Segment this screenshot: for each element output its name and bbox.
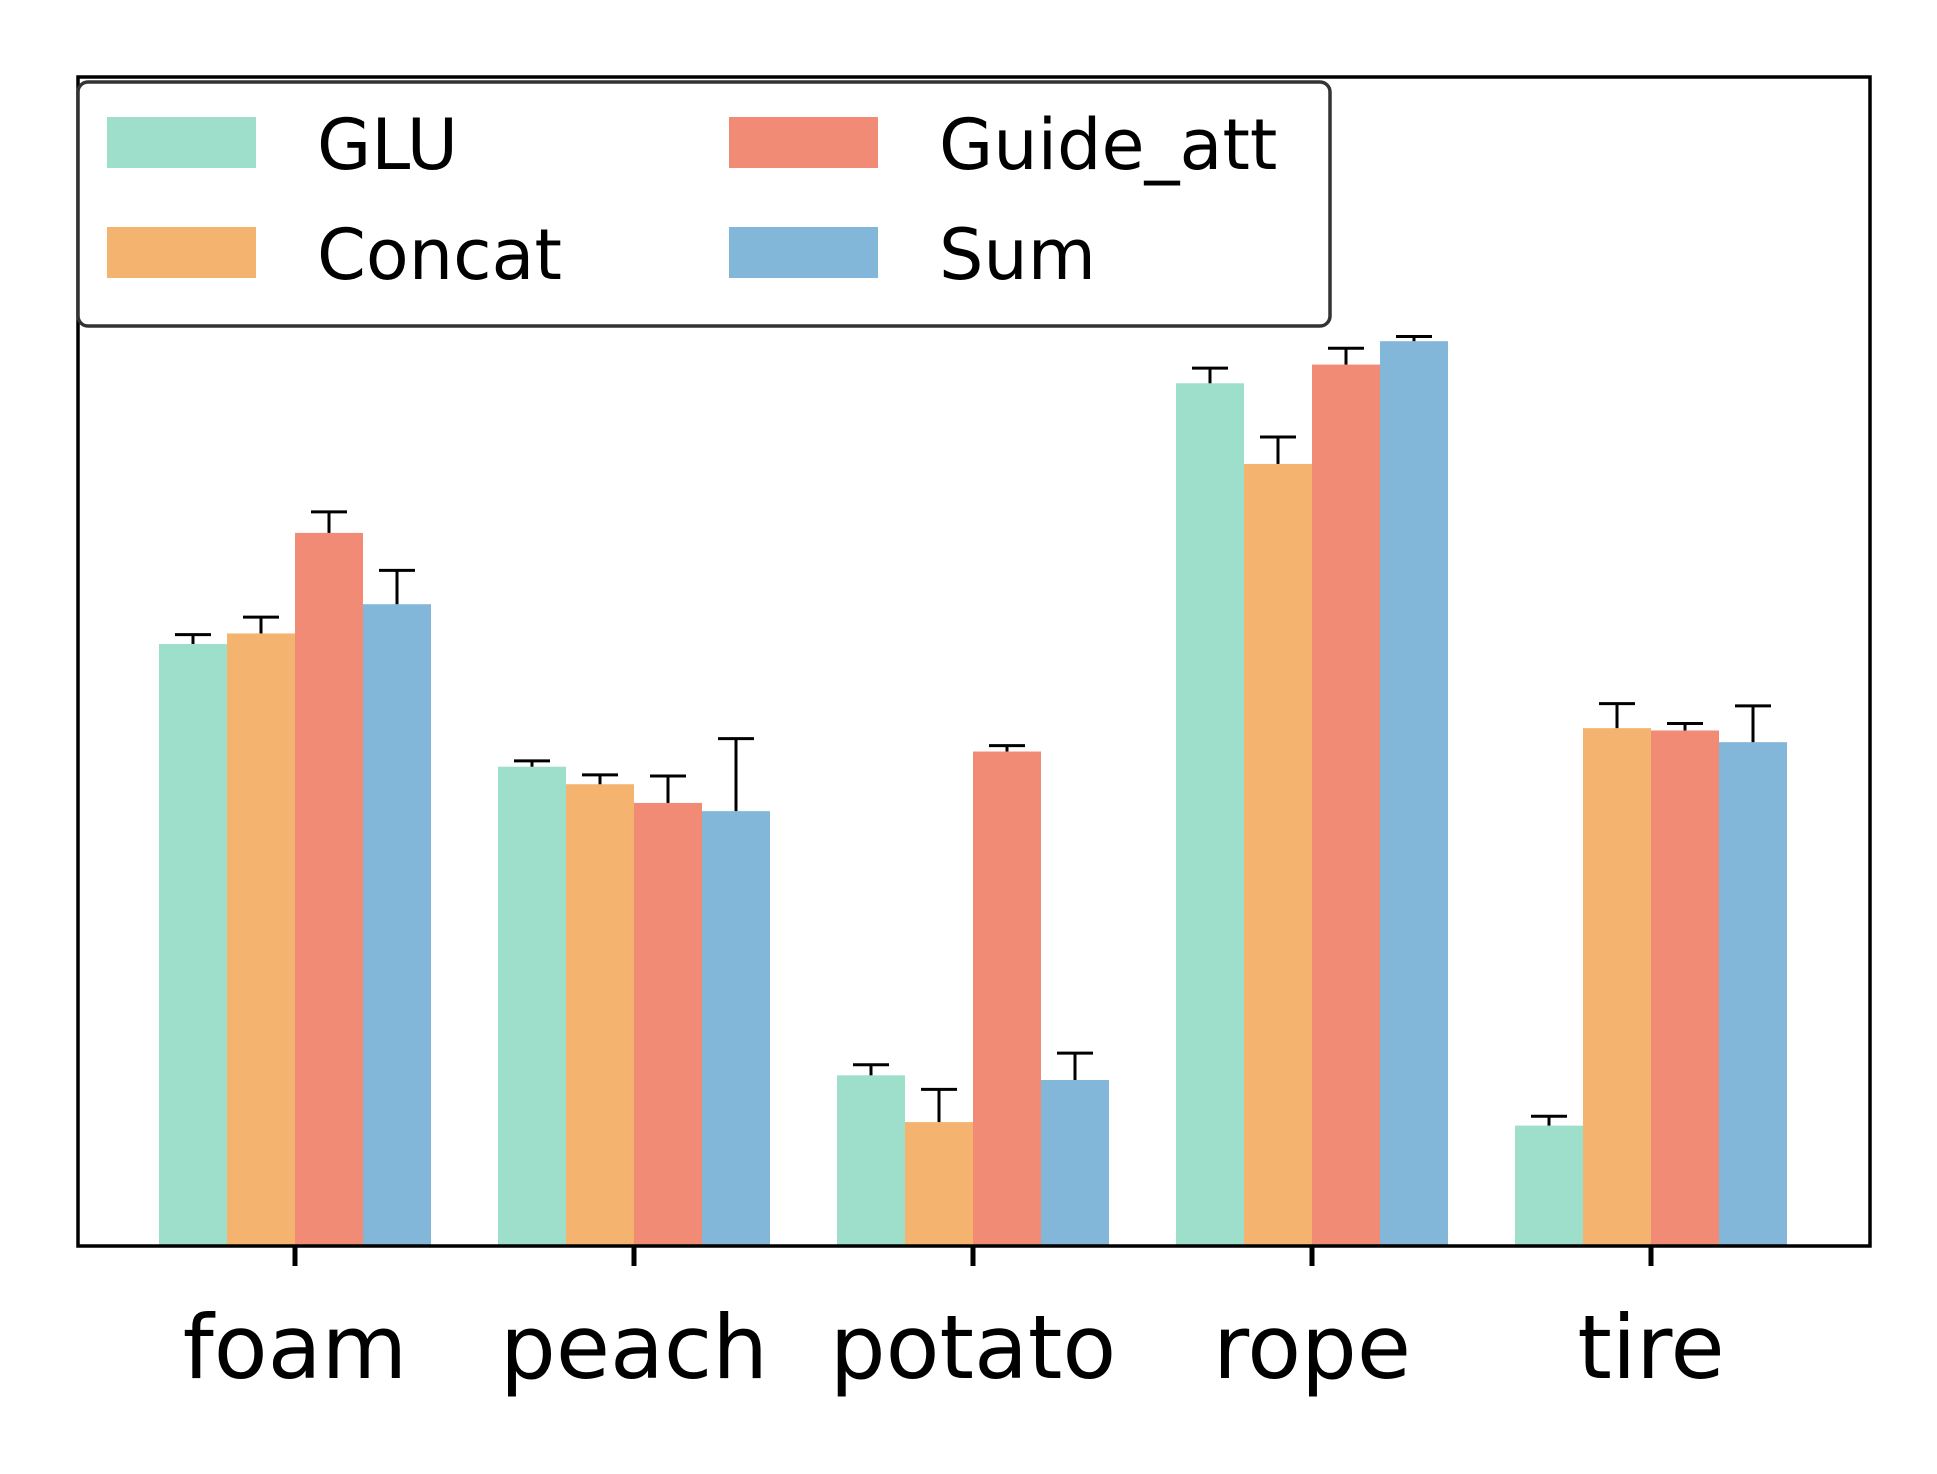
bar-foam-concat: [227, 633, 295, 1246]
bar-peach-guide-att: [634, 802, 702, 1246]
error-bar-foam-guide-att: [311, 510, 347, 533]
error-bar-foam-sum: [379, 568, 415, 605]
x-axis: foam peach potato rope tire: [183, 1246, 1725, 1399]
legend-item-concat: Concat: [107, 214, 562, 296]
bar-rope-guide-att: [1312, 364, 1380, 1247]
error-bar-peach-guide-att: [650, 774, 686, 803]
legend-item-sum: Sum: [729, 214, 1096, 296]
error-bar-potato-concat: [921, 1087, 957, 1123]
error-bar-rope-concat: [1260, 435, 1296, 464]
error-bar-tire-concat: [1599, 702, 1635, 729]
bars-layer: [159, 341, 1787, 1247]
bar-potato-guide-att: [973, 751, 1041, 1246]
legend-box: [76, 80, 1332, 328]
x-tick-label-foam: foam: [183, 1296, 407, 1399]
error-bar-tire-glu: [1531, 1114, 1567, 1126]
error-bar-potato-glu: [853, 1063, 889, 1076]
bar-tire-glu: [1515, 1125, 1583, 1246]
legend-label: Guide_att: [939, 104, 1277, 186]
error-bar-peach-concat: [582, 773, 618, 785]
x-tick-label-peach: peach: [500, 1296, 768, 1399]
legend: GLU Concat Guide_att Sum: [76, 80, 1332, 328]
legend-swatch: [107, 117, 256, 168]
error-bar-foam-concat: [243, 615, 279, 634]
bar-rope-glu: [1176, 383, 1244, 1246]
legend-label: GLU: [317, 104, 458, 186]
error-bar-potato-sum: [1057, 1051, 1093, 1081]
legend-item-glu: GLU: [107, 104, 458, 186]
legend-swatch: [107, 227, 256, 278]
legend-item-guide-att: Guide_att: [729, 104, 1277, 186]
error-bar-potato-guide-att: [989, 744, 1025, 752]
bar-rope-sum: [1380, 341, 1448, 1247]
bar-foam-guide-att: [295, 532, 363, 1246]
bar-rope-concat: [1244, 463, 1312, 1247]
legend-swatch: [729, 227, 878, 278]
x-tick-label-rope: rope: [1213, 1296, 1411, 1399]
bar-tire-guide-att: [1651, 730, 1719, 1246]
bar-potato-sum: [1041, 1080, 1109, 1246]
bar-tire-sum: [1719, 742, 1787, 1246]
bar-peach-sum: [702, 811, 770, 1246]
bar-tire-concat: [1583, 728, 1651, 1246]
bar-potato-glu: [837, 1075, 905, 1246]
error-bar-peach-glu: [514, 759, 550, 767]
error-bar-tire-guide-att: [1667, 721, 1703, 731]
bar-peach-concat: [566, 784, 634, 1246]
bar-potato-concat: [905, 1122, 973, 1246]
legend-label: Concat: [317, 214, 562, 296]
bar-foam-sum: [363, 604, 431, 1246]
error-bar-rope-guide-att: [1328, 346, 1364, 365]
legend-swatch: [729, 117, 878, 168]
error-bar-peach-sum: [718, 737, 754, 812]
legend-label: Sum: [939, 214, 1096, 296]
x-tick-label-potato: potato: [830, 1296, 1116, 1399]
x-tick-label-tire: tire: [1577, 1296, 1724, 1399]
bar-foam-glu: [159, 643, 227, 1246]
error-bar-rope-sum: [1396, 335, 1432, 342]
error-bars-layer: [175, 335, 1771, 1126]
error-bar-foam-glu: [175, 633, 211, 644]
error-bar-tire-sum: [1735, 704, 1771, 743]
error-bar-rope-glu: [1192, 366, 1228, 384]
bar-peach-glu: [498, 766, 566, 1246]
